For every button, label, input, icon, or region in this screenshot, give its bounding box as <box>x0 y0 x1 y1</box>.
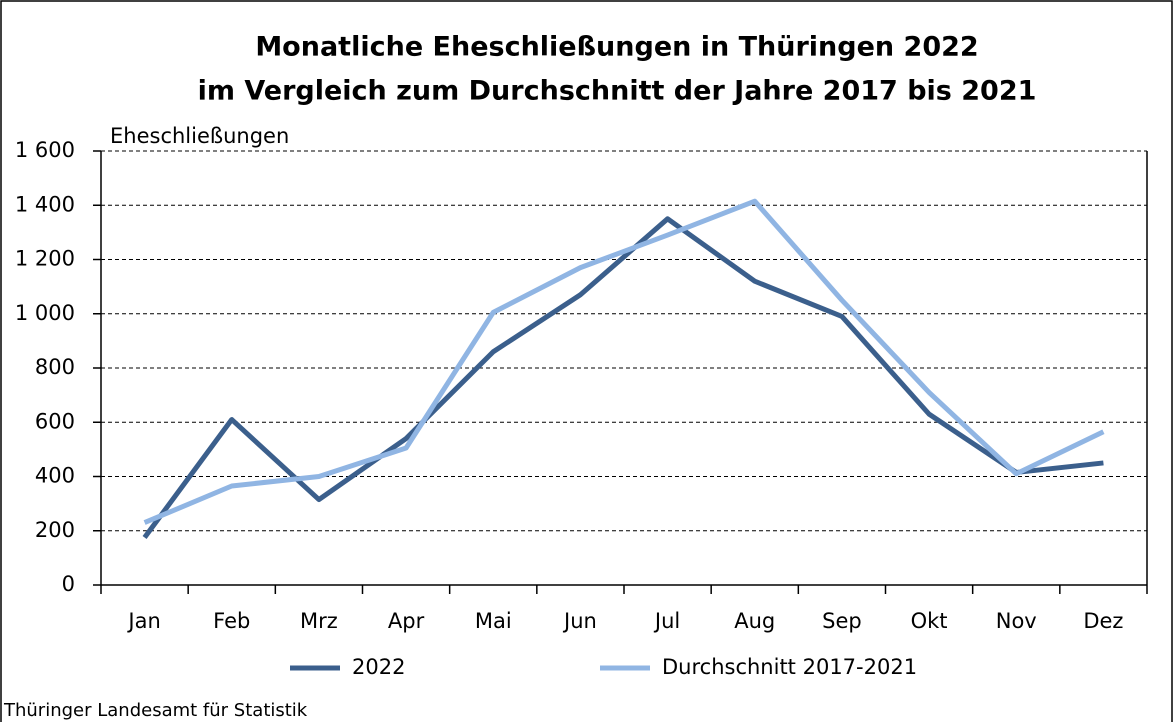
y-tick-label: 1 400 <box>15 192 75 216</box>
x-tick-label: Jan <box>126 609 160 633</box>
x-tick-label: Nov <box>996 609 1037 633</box>
x-tick-label: Sep <box>822 609 862 633</box>
y-tick-label: 200 <box>35 518 75 542</box>
chart-title: Monatliche Eheschließungen in Thüringen … <box>255 32 978 63</box>
y-tick-label: 1 600 <box>15 138 75 162</box>
series-line <box>143 198 1105 525</box>
x-tick-label: Aug <box>734 609 775 633</box>
x-tick-label: Jul <box>653 609 680 633</box>
source: Thüringer Landesamt für Statistik <box>3 700 308 721</box>
x-tick-label: Okt <box>911 609 948 633</box>
y-tick-label: 600 <box>35 409 75 433</box>
x-tick-label: Jun <box>562 609 597 633</box>
y-tick-label: 0 <box>62 572 75 596</box>
x-tick-label: Feb <box>213 609 250 633</box>
y-tick-label: 800 <box>35 355 75 379</box>
y-axis-label: Eheschließungen <box>110 124 289 148</box>
legend-label: Durchschnitt 2017-2021 <box>662 655 917 679</box>
chart-title: im Vergleich zum Durchschnitt der Jahre … <box>198 76 1037 107</box>
series-line <box>142 216 1104 540</box>
y-tick-label: 1 200 <box>15 247 75 271</box>
legend-label: 2022 <box>352 655 405 679</box>
y-tick-label: 1 000 <box>15 301 75 325</box>
x-tick-label: Mai <box>475 609 512 633</box>
x-tick-label: Mrz <box>300 609 338 633</box>
x-tick-label: Dez <box>1083 609 1123 633</box>
x-tick-label: Apr <box>388 609 425 633</box>
y-tick-label: 400 <box>35 464 75 488</box>
